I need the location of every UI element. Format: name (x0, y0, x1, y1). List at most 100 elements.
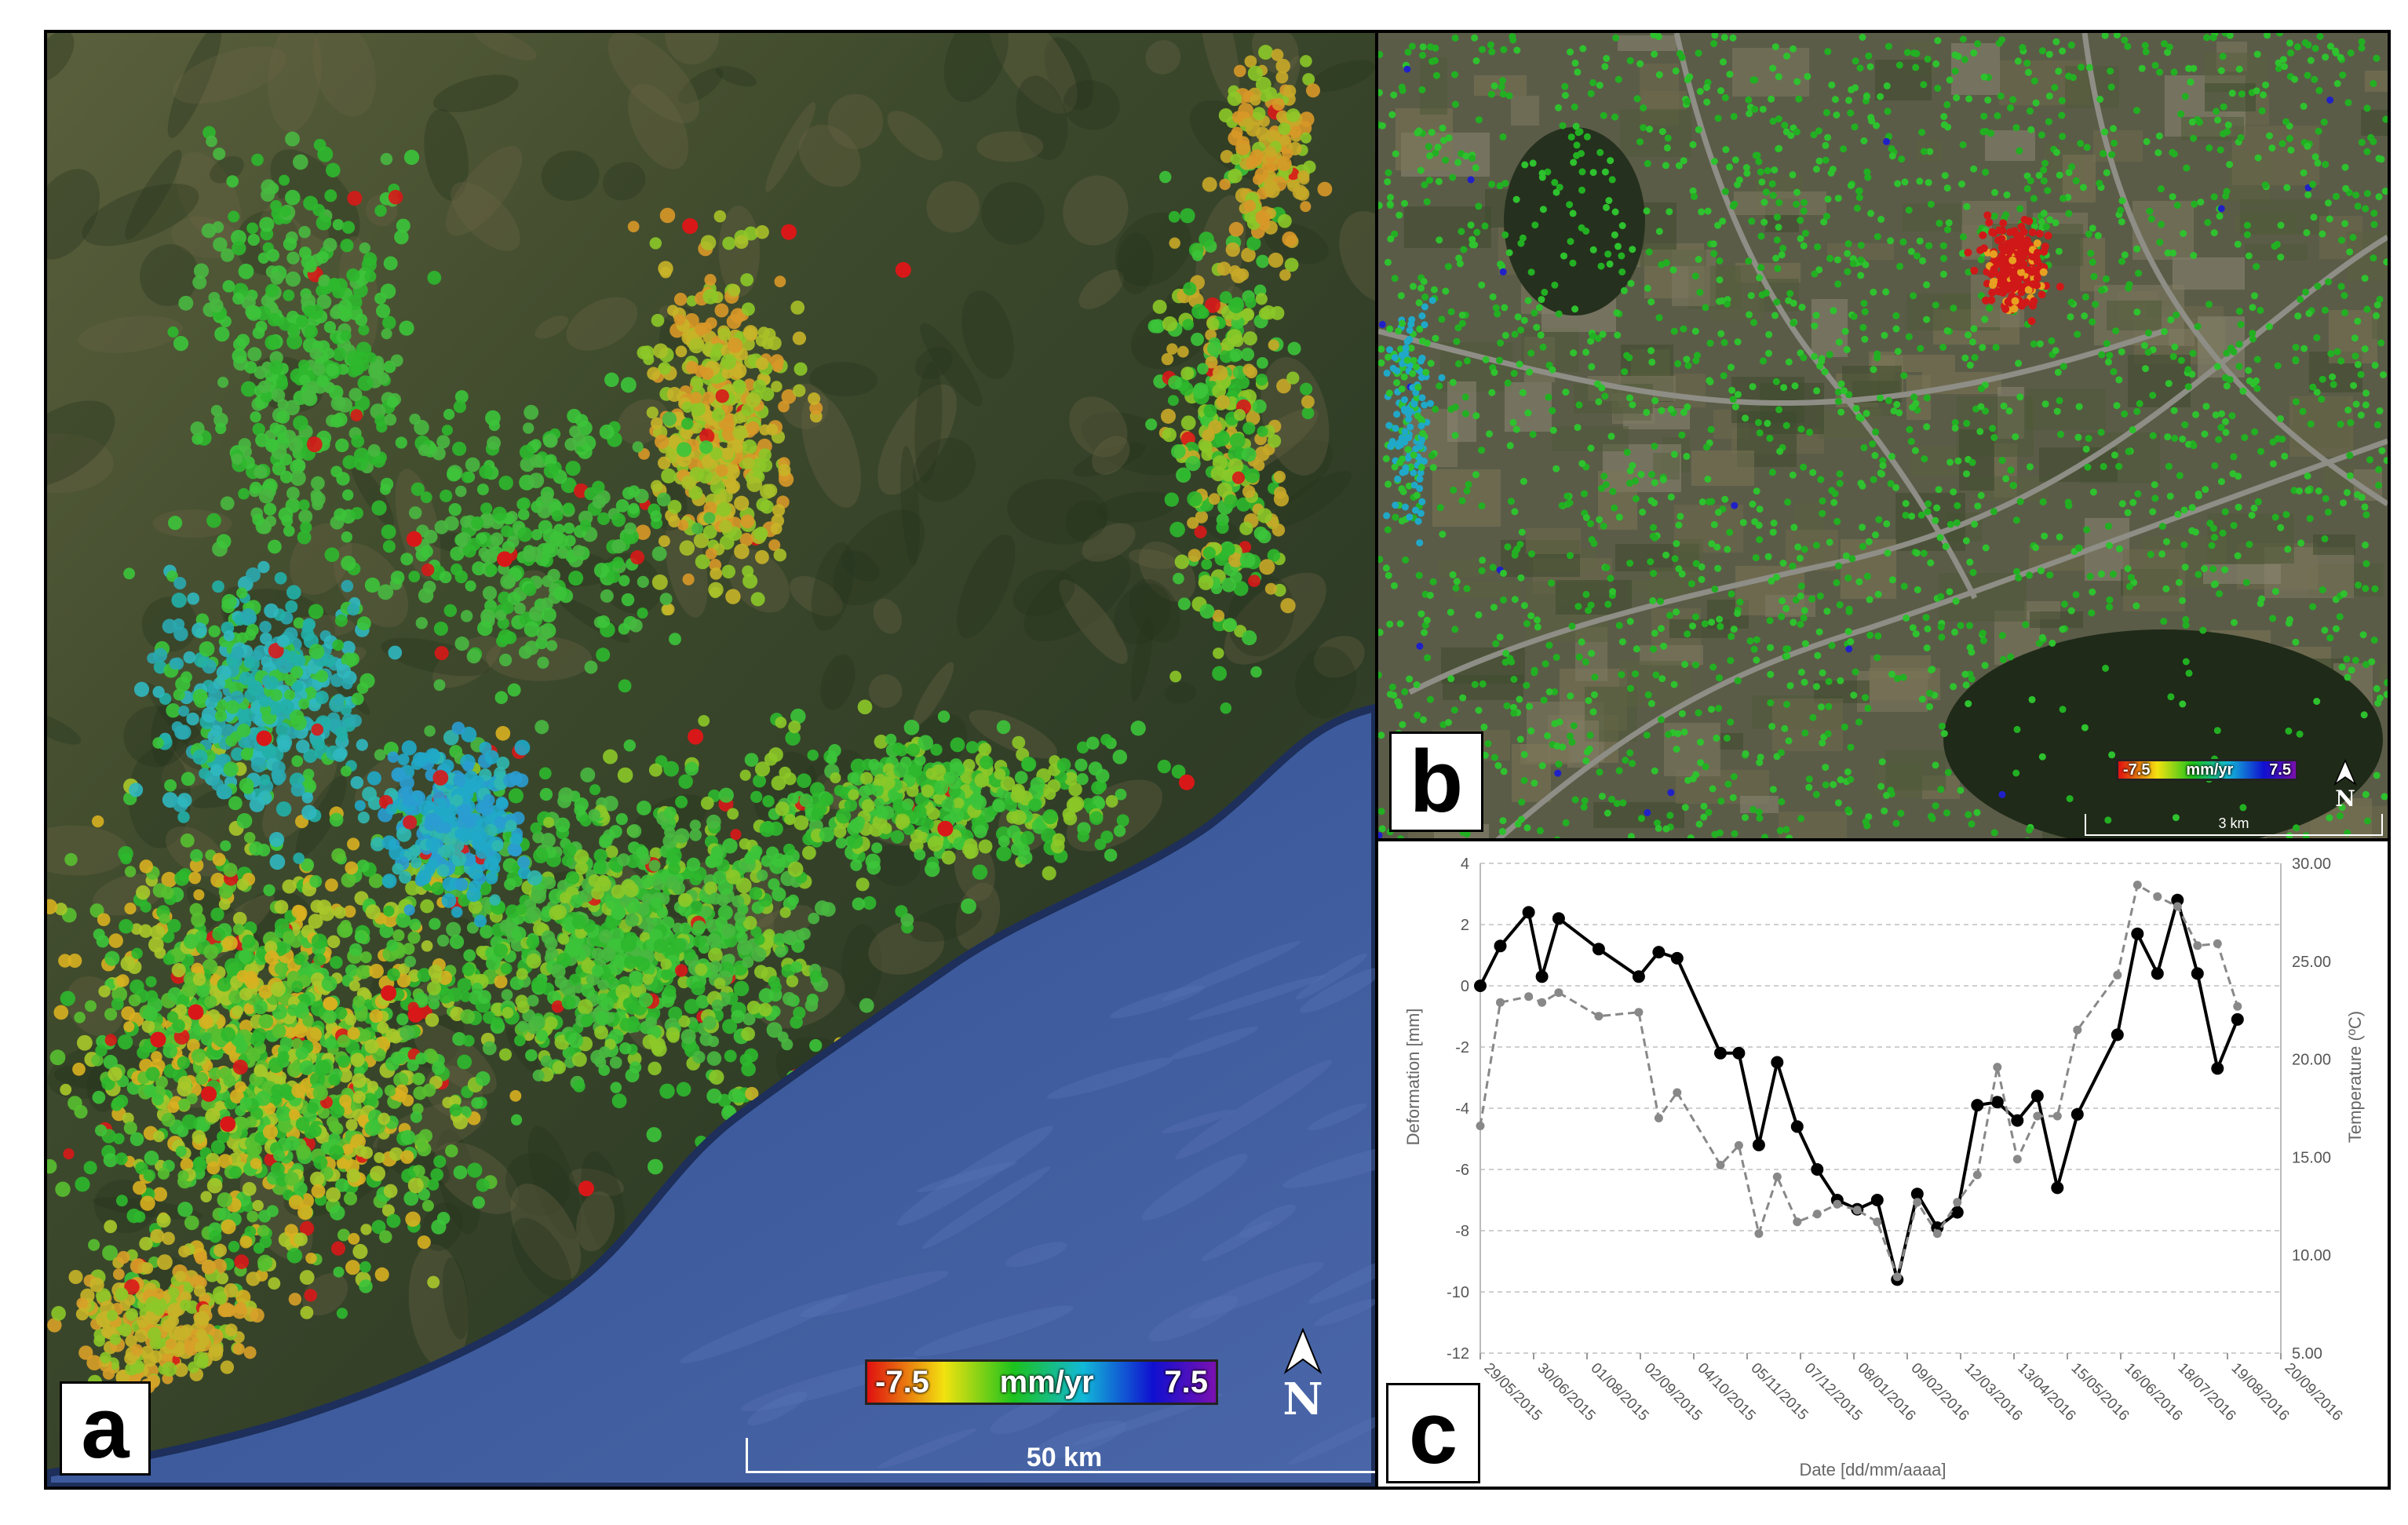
deformation-point (950, 761, 965, 777)
deformation-point (341, 531, 353, 543)
deformation-point (1052, 833, 1066, 847)
deformation-point (653, 938, 669, 954)
deformation-point (359, 1279, 373, 1293)
deformation-point (181, 1324, 194, 1338)
deformation-point (195, 984, 210, 998)
deformation-point (978, 839, 993, 854)
deformation-point (588, 874, 601, 887)
deformation-point (162, 1361, 177, 1377)
deformation-point (1217, 261, 1231, 276)
deformation-point (235, 1290, 251, 1305)
deformation-point (128, 994, 141, 1007)
deformation-point (1233, 64, 1246, 78)
terrain-patch (541, 150, 600, 201)
deformation-point (296, 315, 308, 328)
deformation-point (1169, 521, 1185, 538)
deformation-point (76, 1297, 89, 1309)
deformation-point (600, 997, 615, 1012)
terrain-patch (900, 446, 920, 567)
deformation-point (704, 881, 718, 896)
terrain-patch (833, 509, 925, 606)
deformation-point (209, 1230, 222, 1243)
deformation-point (1177, 345, 1189, 358)
deformation-point (1300, 55, 1312, 67)
deformation-point (1301, 395, 1315, 409)
deformation-point (354, 457, 368, 471)
deformation-point (236, 969, 250, 983)
deformation-point (739, 769, 751, 781)
deformation-point (153, 648, 168, 662)
deformation-point (605, 845, 618, 859)
deformation-point (236, 812, 253, 829)
deformation-point (1162, 316, 1178, 332)
deformation-point (1180, 415, 1196, 431)
deformation-point (285, 271, 301, 287)
deformation-point (856, 877, 870, 892)
deformation-point (111, 998, 124, 1011)
deformation-point (401, 740, 417, 756)
deformation-point (201, 1260, 217, 1275)
deformation-point (1302, 73, 1315, 86)
deformation-point (710, 567, 723, 580)
deformation-point (277, 735, 293, 750)
deformation-point (541, 930, 556, 944)
deformation-point (1280, 598, 1296, 614)
deformation-point (253, 1000, 268, 1015)
deformation-point (174, 724, 189, 740)
deformation-point (104, 1008, 118, 1021)
deformation-point (579, 888, 593, 903)
deformation-point (453, 1165, 468, 1180)
deformation-point (732, 895, 745, 908)
terrain-patch (628, 83, 689, 170)
deformation-point (1208, 493, 1220, 505)
deformation-point (238, 949, 253, 964)
deformation-point (284, 1171, 299, 1187)
deformation-point (1257, 508, 1272, 524)
deformation-point (1300, 382, 1313, 396)
deformation-point (775, 945, 787, 958)
deformation-point (690, 392, 702, 404)
deformation-point (1235, 140, 1251, 155)
deformation-point (326, 162, 341, 178)
deformation-point (1168, 210, 1180, 223)
deformation-point (1187, 516, 1199, 529)
deformation-point (333, 693, 345, 706)
deformation-point (629, 1061, 642, 1074)
deformation-point (359, 1260, 371, 1273)
deformation-point (210, 873, 225, 888)
deformation-point (223, 1074, 236, 1087)
deformation-point (611, 905, 626, 921)
deformation-point (716, 502, 732, 517)
deformation-point (104, 1220, 118, 1234)
deformation-point (268, 1057, 284, 1074)
deformation-point (735, 877, 752, 894)
deformation-point (243, 831, 256, 844)
deformation-point (161, 886, 174, 899)
deformation-point (259, 1235, 272, 1249)
terrain-patch (1012, 569, 1075, 617)
deformation-point (657, 456, 671, 470)
deformation-point (287, 1004, 300, 1016)
terrain-patch (268, 33, 322, 133)
deformation-point (112, 1268, 125, 1280)
deformation-point (962, 759, 976, 772)
deformation-point (357, 812, 370, 824)
deformation-point (250, 757, 267, 773)
deformation-point (648, 1061, 662, 1076)
deformation-point (1208, 420, 1223, 434)
deformation-point (708, 852, 723, 867)
deformation-point (191, 1049, 206, 1063)
deformation-point (362, 1093, 378, 1108)
deformation-point (594, 1025, 608, 1040)
deformation-point (348, 943, 363, 957)
deformation-point (508, 788, 524, 804)
terrain-patch (603, 162, 646, 201)
deformation-point (216, 534, 232, 549)
deformation-point (240, 381, 257, 397)
terrain-patch (1023, 553, 1131, 642)
deformation-point (705, 547, 717, 560)
deformation-point (150, 925, 166, 940)
deformation-point (646, 1127, 662, 1143)
terrain-patch (505, 1152, 570, 1216)
deformation-point (498, 1048, 513, 1061)
